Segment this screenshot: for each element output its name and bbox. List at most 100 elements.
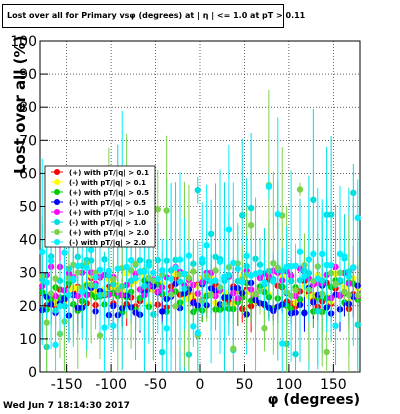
data-point <box>296 186 304 193</box>
chart-title-box: Lost over all for Primary vsφ (degrees) … <box>2 4 305 28</box>
data-point <box>323 348 330 356</box>
data-point <box>332 322 339 330</box>
legend-label: (+) with pT/|q| > 1.0 <box>69 209 149 218</box>
data-point <box>319 250 326 258</box>
data-point <box>354 214 361 222</box>
data-point <box>247 221 255 229</box>
data-point <box>110 276 117 283</box>
data-point <box>159 348 166 356</box>
y-tick-label: 70 <box>19 133 37 149</box>
data-point <box>110 322 117 329</box>
data-point <box>114 265 121 272</box>
y-tick-label: 60 <box>19 166 37 182</box>
y-tick-label: 90 <box>19 67 37 83</box>
data-point <box>301 309 308 317</box>
data-point <box>163 207 170 214</box>
x-tick-label: -50 <box>144 377 167 393</box>
data-point <box>327 261 335 269</box>
data-point <box>154 275 161 283</box>
data-point <box>176 256 184 263</box>
data-point <box>332 280 339 288</box>
data-point <box>43 319 50 326</box>
data-point <box>234 265 241 272</box>
data-point <box>96 266 104 273</box>
data-point <box>185 252 193 259</box>
x-tick-label: 50 <box>236 377 254 393</box>
data-point <box>154 206 161 213</box>
data-point <box>185 274 193 282</box>
data-point <box>292 287 299 294</box>
data-point <box>190 323 197 330</box>
legend-marker <box>54 229 60 235</box>
data-point <box>96 332 104 339</box>
data-point <box>243 252 250 260</box>
data-point <box>225 226 233 233</box>
data-point <box>341 253 348 260</box>
data-point <box>194 186 201 194</box>
legend-label: (-) with pT/|q| > 2.0 <box>69 239 146 248</box>
x-tick-label: -100 <box>95 377 127 393</box>
data-point <box>141 268 148 275</box>
legend-label: (+) with pT/|q| > 0.5 <box>69 189 149 198</box>
x-tick-label: 0 <box>196 377 205 393</box>
data-point <box>92 274 99 281</box>
data-point <box>79 288 86 295</box>
data-point <box>56 302 64 310</box>
y-axis-label: Lost over all (%) <box>11 35 29 174</box>
data-point <box>83 264 90 271</box>
data-point <box>181 270 188 277</box>
x-tick-label: 150 <box>320 377 347 393</box>
legend-label: (-) with pT/|q| > 1.0 <box>69 219 146 228</box>
data-point <box>145 262 153 269</box>
data-point <box>61 249 68 256</box>
data-point <box>292 262 299 270</box>
data-point <box>52 341 59 349</box>
data-point <box>47 257 55 265</box>
data-point <box>345 273 353 280</box>
data-point <box>345 291 353 299</box>
data-point <box>314 275 321 282</box>
data-point <box>230 259 237 267</box>
data-point <box>239 278 246 286</box>
y-tick-label: 10 <box>19 332 37 348</box>
data-point <box>221 273 228 280</box>
legend-box <box>44 165 156 248</box>
data-point <box>310 250 317 258</box>
x-axis-label: φ (degrees) <box>267 392 360 408</box>
timestamp: Wed Jun 7 18:14:30 2017 <box>3 401 130 411</box>
data-point <box>150 269 157 276</box>
legend-marker <box>54 189 60 195</box>
data-point <box>132 275 139 282</box>
data-point <box>274 210 281 218</box>
data-point <box>354 291 361 299</box>
data-point <box>70 275 77 283</box>
data-point <box>123 263 130 271</box>
data-point <box>279 340 286 347</box>
data-point <box>305 256 313 263</box>
data-point <box>247 204 255 212</box>
data-point <box>65 291 73 299</box>
data-point <box>203 242 210 249</box>
legend-marker <box>54 219 60 225</box>
legend-marker <box>54 179 60 185</box>
data-point <box>172 264 179 271</box>
legend-marker <box>54 239 60 245</box>
y-tick-label: 80 <box>19 100 37 116</box>
data-point <box>190 268 197 275</box>
legend-label: (-) with pT/|q| > 0.1 <box>69 179 146 188</box>
chart-title: Lost over all for Primary vsφ (degrees) … <box>7 11 306 20</box>
x-tick-label: -150 <box>51 377 83 393</box>
data-point <box>261 279 268 286</box>
data-point <box>296 248 304 255</box>
data-point <box>87 246 95 254</box>
data-point <box>292 350 299 358</box>
legend-marker <box>54 209 60 215</box>
data-point <box>101 324 108 331</box>
data-point <box>350 264 357 271</box>
legend-marker <box>54 199 60 205</box>
data-point <box>159 308 166 315</box>
y-tick-label: 30 <box>19 266 37 282</box>
data-point <box>261 325 268 332</box>
legend-label: (+) with pT/|q| > 0.1 <box>69 169 149 178</box>
